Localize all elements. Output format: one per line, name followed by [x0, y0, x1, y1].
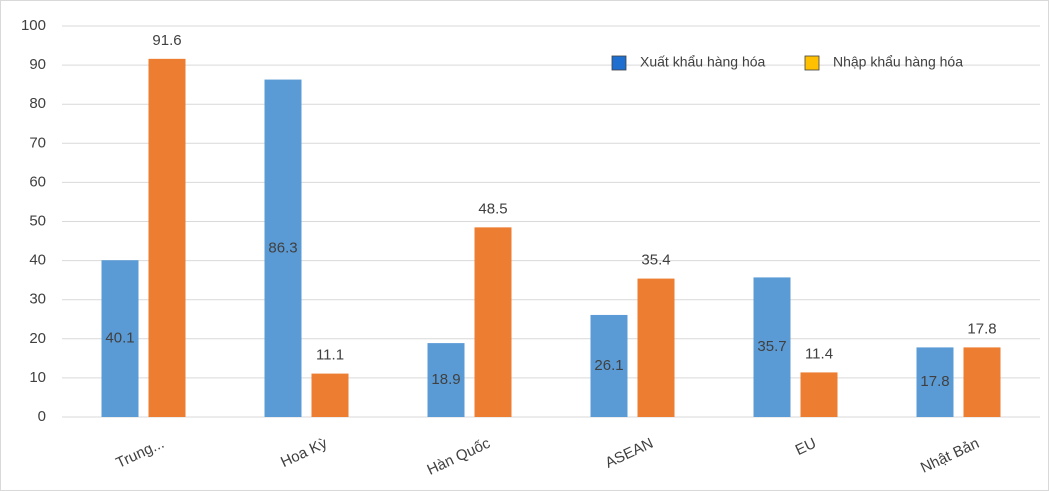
- bar: [916, 347, 954, 417]
- legend-label: Xuất khẩu hàng hóa: [640, 54, 766, 70]
- data-label: 35.4: [641, 252, 670, 269]
- y-tick-label: 60: [29, 173, 46, 190]
- data-label: 17.8: [920, 373, 949, 390]
- bar: [963, 347, 1001, 417]
- y-tick-label: 20: [29, 330, 46, 347]
- y-tick-label: 70: [29, 134, 46, 151]
- data-label: 18.9: [431, 371, 460, 388]
- data-label: 86.3: [268, 239, 297, 256]
- bar: [753, 277, 791, 417]
- bar: [800, 372, 838, 417]
- y-tick-label: 40: [29, 252, 46, 269]
- y-tick-label: 100: [21, 17, 46, 34]
- bar: [311, 373, 349, 417]
- y-tick-label: 90: [29, 56, 46, 73]
- bar: [474, 227, 512, 417]
- data-label: 35.7: [757, 338, 786, 355]
- bar: [637, 278, 675, 417]
- bar: [101, 260, 139, 417]
- y-tick-label: 10: [29, 369, 46, 386]
- bar: [590, 314, 628, 417]
- data-label: 91.6: [152, 32, 181, 49]
- y-tick-label: 30: [29, 291, 46, 308]
- data-label: 17.8: [967, 320, 996, 337]
- data-label: 11.1: [316, 347, 344, 364]
- data-label: 11.4: [805, 345, 833, 362]
- y-tick-label: 80: [29, 95, 46, 112]
- data-label: 40.1: [105, 330, 134, 347]
- y-tick-label: 0: [38, 408, 46, 425]
- bar: [427, 343, 465, 417]
- y-tick-label: 50: [29, 212, 46, 229]
- data-label: 48.5: [478, 200, 507, 217]
- legend-swatch: [611, 55, 627, 71]
- bar: [264, 79, 302, 417]
- data-label: 26.1: [594, 357, 623, 374]
- bar: [148, 58, 186, 418]
- legend-swatch: [804, 55, 820, 71]
- legend-label: Nhập khẩu hàng hóa: [833, 54, 963, 70]
